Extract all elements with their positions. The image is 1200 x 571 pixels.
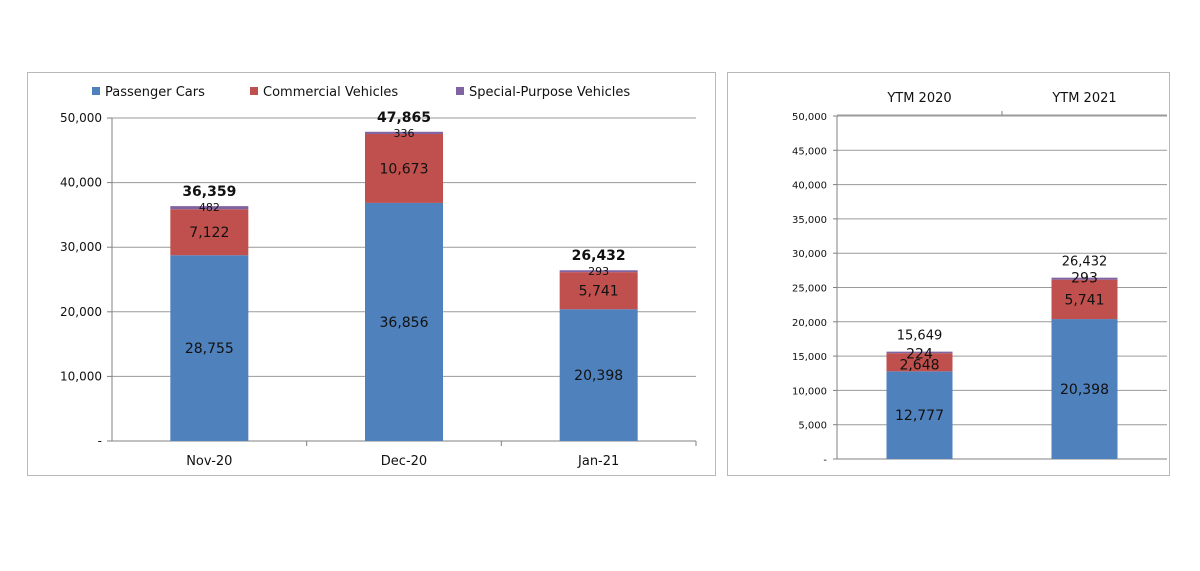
- legend-label-commercial-vehicles: Commercial Vehicles: [263, 85, 398, 100]
- y-tick-label: 20,000: [792, 318, 827, 329]
- ytm-sales-chart-svg: - 5,000 10,000 15,000 20,000 25,000 30,000 35,0…: [792, 91, 1167, 466]
- y-tick-label: 25,000: [792, 284, 827, 295]
- bar-commercial-vehicles-ytm-2020: [886, 353, 953, 372]
- x-category-label-ytm-2021: YTM 2021: [1051, 91, 1116, 106]
- data-label-commercial-nov-20: 7,122: [189, 225, 229, 241]
- bar-special-purpose-vehicles-ytm-2020: [886, 351, 953, 354]
- data-label-special-jan-21: 293: [588, 265, 609, 278]
- y-tick-label: -: [98, 434, 102, 448]
- y-tick-label: 45,000: [792, 146, 827, 157]
- bar-special-purpose-vehicles-dec-20: [365, 131, 443, 134]
- data-label-passenger-ytm-2021: 20,398: [1060, 382, 1109, 398]
- x-category-label-dec-20: Dec-20: [381, 454, 427, 469]
- monthly-sales-chart: Passenger Cars Commercial Vehicles Special…: [27, 72, 716, 476]
- total-label-ytm-2020: 15,649: [897, 329, 943, 344]
- bar-commercial-vehicles-dec-20: [365, 133, 443, 203]
- data-label-commercial-dec-20: 10,673: [380, 161, 429, 177]
- data-label-commercial-jan-21: 5,741: [579, 284, 619, 300]
- y-tick-label: 15,000: [792, 352, 827, 363]
- y-tick-label: 50,000: [60, 111, 102, 125]
- total-label-dec-20: 47,865: [377, 110, 431, 126]
- total-label-nov-20: 36,359: [182, 184, 236, 200]
- x-category-label-ytm-2020: YTM 2020: [886, 91, 951, 106]
- data-label-special-ytm-2021: 293: [1071, 271, 1098, 287]
- bar-passenger-cars-ytm-2021: [1051, 319, 1118, 459]
- y-tick-label: 10,000: [60, 369, 102, 383]
- data-label-passenger-ytm-2020: 12,777: [895, 408, 944, 424]
- data-label-special-dec-20: 336: [394, 127, 415, 140]
- total-label-ytm-2021: 26,432: [1062, 255, 1108, 270]
- bar-commercial-vehicles-nov-20: [170, 209, 249, 256]
- y-tick-label: 50,000: [792, 112, 827, 123]
- bar-commercial-vehicles-jan-21: [559, 272, 638, 310]
- legend-swatch-commercial-vehicles: [250, 87, 258, 95]
- legend-swatch-passenger-cars: [92, 87, 100, 95]
- data-label-commercial-ytm-2020: 2,648: [899, 357, 939, 373]
- bar-passenger-cars-dec-20: [365, 202, 443, 441]
- bar-passenger-cars-jan-21: [559, 309, 638, 441]
- bar-commercial-vehicles-ytm-2021: [1051, 279, 1118, 320]
- monthly-sales-chart-svg: Passenger Cars Commercial Vehicles Special…: [60, 85, 697, 469]
- data-label-commercial-ytm-2021: 5,741: [1064, 292, 1104, 308]
- y-tick-label: 30,000: [60, 240, 102, 254]
- ytm-sales-chart: - 5,000 10,000 15,000 20,000 25,000 30,000 35,0…: [727, 72, 1170, 476]
- x-category-label-nov-20: Nov-20: [186, 454, 232, 469]
- y-tick-label: 40,000: [792, 181, 827, 192]
- x-category-label-jan-21: Jan-21: [577, 454, 619, 469]
- total-label-jan-21: 26,432: [572, 248, 626, 264]
- bar-special-purpose-vehicles-ytm-2021: [1051, 277, 1118, 280]
- bar-special-purpose-vehicles-nov-20: [170, 206, 249, 210]
- bar-passenger-cars-nov-20: [170, 255, 249, 441]
- data-label-special-nov-20: 482: [199, 201, 220, 214]
- y-tick-label: 35,000: [792, 215, 827, 226]
- y-tick-label: 30,000: [792, 249, 827, 260]
- data-label-passenger-jan-21: 20,398: [574, 368, 623, 384]
- bar-special-purpose-vehicles-jan-21: [559, 270, 638, 273]
- y-tick-label: 5,000: [798, 421, 827, 432]
- data-label-special-ytm-2020: 224: [906, 347, 933, 363]
- legend-label-special-purpose-vehicles: Special-Purpose Vehicles: [469, 85, 630, 100]
- y-tick-label: 20,000: [60, 305, 102, 319]
- data-label-passenger-dec-20: 36,856: [380, 315, 429, 331]
- y-tick-label: -: [823, 455, 827, 466]
- y-tick-label: 10,000: [792, 386, 827, 397]
- data-label-passenger-nov-20: 28,755: [185, 341, 234, 357]
- y-tick-label: 40,000: [60, 176, 102, 190]
- legend-swatch-special-purpose-vehicles: [456, 87, 464, 95]
- legend-label-passenger-cars: Passenger Cars: [105, 85, 205, 100]
- bar-passenger-cars-ytm-2020: [886, 371, 953, 459]
